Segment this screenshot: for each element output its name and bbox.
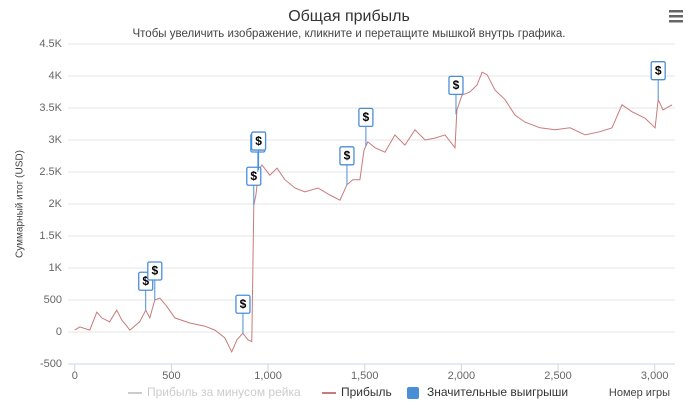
flag: $ — [650, 61, 666, 100]
legend-item[interactable]: Значительные выигрыши — [407, 385, 568, 399]
flag-label: $ — [151, 264, 158, 278]
legend-item[interactable]: Прибыль — [322, 385, 392, 399]
flag-box — [358, 107, 374, 128]
flag-box — [147, 261, 163, 281]
menu-bar — [669, 15, 683, 18]
x-tick-label: 1,000 — [254, 370, 282, 382]
y-tick-label: -500 — [40, 358, 62, 370]
flag-box — [339, 146, 355, 166]
flag: $ — [250, 131, 267, 171]
flag: $ — [448, 75, 464, 115]
flag-box — [235, 294, 251, 314]
chart-title: Общая прибыль — [288, 8, 410, 25]
series-line — [74, 71, 673, 353]
menu-bar — [669, 10, 683, 13]
y-tick-label: 1.5K — [39, 230, 62, 242]
flag: $ — [147, 261, 163, 300]
y-tick-label: 4K — [49, 70, 63, 82]
x-tick-label: 0 — [72, 370, 78, 382]
y-tick-label: 2K — [49, 198, 63, 210]
flag: $ — [235, 294, 251, 334]
y-tick-label: 3K — [49, 134, 63, 146]
y-axis-label: Суммарный итог (USD) — [15, 150, 26, 258]
flag-label: $ — [142, 274, 149, 288]
legend-swatch — [407, 387, 419, 399]
x-tick-label: 500 — [162, 370, 180, 382]
flag-box — [246, 166, 262, 186]
flag: $ — [246, 166, 262, 206]
y-tick-label: 4.5K — [39, 38, 62, 50]
menu-button[interactable] — [669, 10, 683, 23]
legend-label: Прибыль — [341, 385, 392, 399]
flag-box — [650, 61, 666, 81]
y-tick-label: 1K — [49, 262, 63, 274]
flag-box — [250, 131, 267, 151]
x-tick-label: 2,500 — [544, 370, 572, 382]
chart-subtitle: Чтобы увеличить изображение, кликните и … — [133, 28, 566, 40]
menu-bar — [669, 20, 683, 23]
legend-label: Значительные выигрыши — [427, 385, 568, 399]
y-tick-label: 500 — [44, 294, 62, 306]
x-axis-label: Номер игры — [609, 387, 670, 399]
x-tick-label: 3,000 — [641, 370, 669, 382]
flag-label: $ — [453, 78, 460, 92]
flag-label: $ — [250, 169, 257, 183]
legend-item[interactable]: Прибыль за минусом рейка — [128, 385, 301, 399]
y-tick-label: 0 — [56, 326, 62, 338]
x-tick-label: 1,500 — [351, 370, 379, 382]
flag-label: $ — [363, 110, 370, 124]
flag: $ — [358, 107, 374, 147]
y-tick-label: 2.5K — [39, 166, 62, 178]
flag-label: $ — [240, 297, 247, 311]
flag-box — [448, 75, 464, 96]
flag: $ — [339, 146, 355, 185]
legend-label: Прибыль за минусом рейка — [147, 385, 301, 399]
flag-label: $ — [255, 134, 262, 148]
x-tick-label: 2,000 — [448, 370, 476, 382]
flag-label: $ — [655, 63, 662, 77]
y-tick-label: 3.5K — [39, 102, 62, 114]
flag-label: $ — [344, 148, 351, 162]
